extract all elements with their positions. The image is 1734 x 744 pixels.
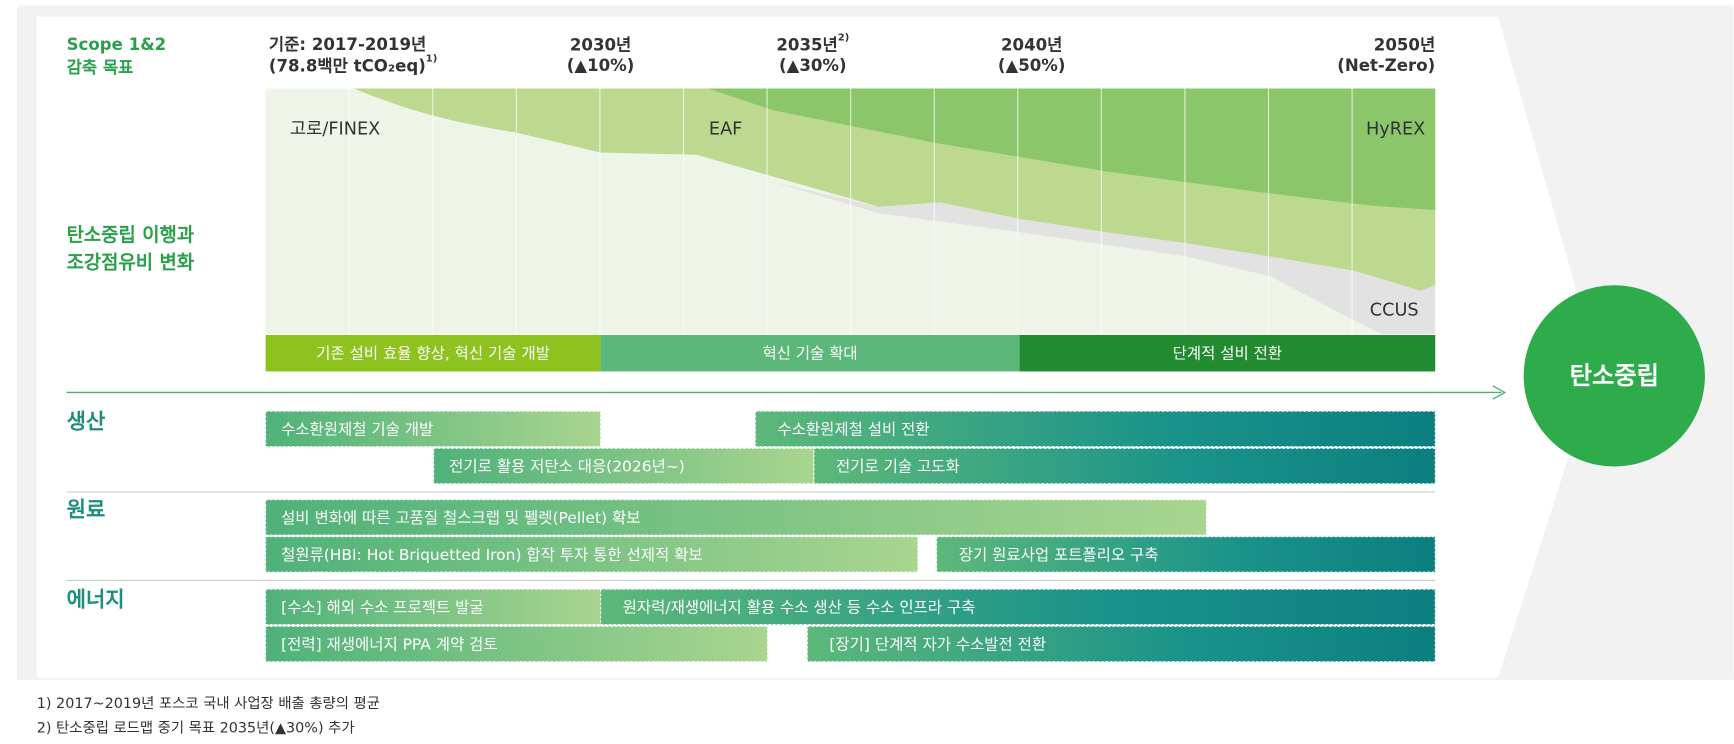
section-label: 원료 — [67, 498, 106, 522]
task-label: 전기로 기술 고도화 — [836, 458, 960, 476]
milestone-target: (▲50%) — [998, 56, 1066, 75]
task-label: [전력] 재생에너지 PPA 계약 검토 — [281, 636, 498, 654]
year: 2040년 — [1001, 35, 1062, 54]
task-label: 전기로 활용 저탄소 대응(2026년~) — [449, 458, 685, 476]
task-label: 수소환원제철 설비 전환 — [777, 421, 929, 439]
year: 2050년 — [1374, 35, 1435, 54]
task-bar — [936, 536, 1436, 573]
task-bar — [754, 410, 1436, 448]
task-bar — [265, 588, 602, 626]
task-label: 철원류(HBI: Hot Briquetted Iron) 합작 투자 통한 선… — [281, 546, 703, 564]
phase-bar — [265, 334, 601, 372]
area-ccus — [774, 182, 1436, 334]
chart-label: 탄소중립 이행과 — [67, 224, 195, 246]
task-label: 원자력/재생에너지 활용 수소 생산 등 수소 인프라 구축 — [623, 599, 976, 617]
task-bar — [265, 499, 1207, 536]
baseline-emissions: (78.8백만 tCO₂eq)1) — [269, 54, 437, 75]
note: 1) — [426, 54, 437, 65]
note: 2) — [838, 33, 849, 44]
phase-bar — [1019, 334, 1436, 372]
area-label: 고로/FINEX — [290, 119, 380, 139]
task-bar — [265, 410, 602, 448]
task-label: 장기 원료사업 포트폴리오 구축 — [959, 546, 1159, 564]
footnote: 1) 2017~2019년 포스코 국내 사업장 배출 총량의 평균 — [37, 695, 380, 712]
milestone-target: (Net-Zero) — [1337, 56, 1435, 75]
task-bar — [600, 588, 1436, 626]
area-label: CCUS — [1370, 301, 1419, 321]
section-label: 생산 — [67, 409, 106, 433]
task-label: [장기] 단계적 자가 수소발전 전환 — [829, 636, 1046, 654]
scope-label: 감축 목표 — [67, 58, 134, 77]
task-label: [수소] 해외 수소 프로젝트 발굴 — [281, 599, 484, 617]
goal: 탄소중립 — [1570, 361, 1659, 390]
section-label: 에너지 — [67, 587, 125, 611]
milestone-year: 2050년 — [1374, 35, 1435, 54]
task-label: 수소환원제철 기술 개발 — [281, 421, 433, 439]
arrow-head — [1492, 385, 1507, 400]
year: 2035년 — [776, 35, 837, 54]
task-bar — [806, 625, 1436, 663]
task-label: 설비 변화에 따른 고품질 철스크랩 및 펠렛(Pellet) 확보 — [281, 509, 640, 527]
phase-label: 기존 설비 효율 향상, 혁신 기술 개발 — [316, 344, 550, 362]
phase-label: 혁신 기술 확대 — [762, 344, 857, 362]
chart-label: 조강점유비 변화 — [67, 252, 195, 274]
milestone-year: 2040년 — [1001, 35, 1062, 54]
area-hyrex — [707, 88, 1436, 211]
area-label: HyREX — [1366, 119, 1425, 139]
scope-label: Scope 1&2 — [67, 35, 167, 54]
year: 2030년 — [570, 35, 631, 54]
milestone-year: 2035년2) — [776, 33, 849, 54]
goal-circle — [1523, 285, 1705, 467]
milestone-target: (▲10%) — [567, 56, 635, 75]
task-bar — [265, 625, 769, 663]
area-label: EAF — [709, 119, 742, 139]
task-bar — [813, 447, 1436, 485]
milestone-target: (▲30%) — [779, 56, 847, 75]
baseline: 기준: 2017-2019년 — [269, 35, 426, 54]
phase-bar — [600, 334, 1020, 372]
emissions: (78.8백만 tCO₂eq) — [269, 56, 426, 75]
task-bar — [265, 536, 919, 573]
milestone-year: 2030년 — [570, 35, 631, 54]
footnote: 2) 탄소중립 로드맵 중기 목표 2035년(▲30%) 추가 — [37, 720, 355, 737]
phase-label: 단계적 설비 전환 — [1173, 344, 1282, 362]
